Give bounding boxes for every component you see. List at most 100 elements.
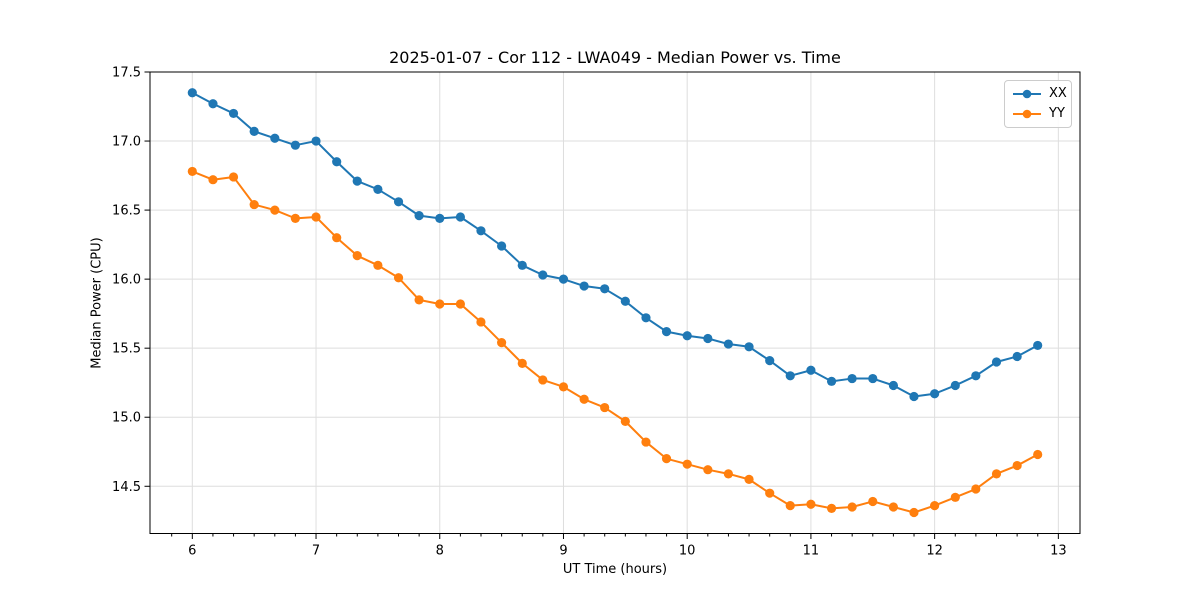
data-point-marker xyxy=(332,157,342,167)
x-tick-label: 11 xyxy=(803,544,820,559)
y-tick-label: 16.5 xyxy=(112,204,141,219)
data-point-marker xyxy=(1012,351,1022,362)
data-point-marker xyxy=(950,492,960,502)
data-point-marker xyxy=(703,465,713,475)
data-point-marker xyxy=(991,357,1002,367)
data-point-marker xyxy=(847,373,857,384)
data-point-marker xyxy=(806,499,816,509)
data-point-marker xyxy=(991,469,1002,479)
x-tick-label: 13 xyxy=(1050,544,1067,559)
data-point-marker xyxy=(909,507,919,518)
data-point-marker xyxy=(806,365,816,375)
y-tick-label: 15.5 xyxy=(112,342,141,357)
data-point-marker xyxy=(311,136,321,146)
series-yy xyxy=(187,166,1043,518)
data-point-marker xyxy=(785,501,795,511)
data-point-marker xyxy=(393,197,404,207)
data-point-marker xyxy=(682,331,692,341)
data-point-marker xyxy=(1033,340,1043,351)
data-point-marker xyxy=(249,126,259,136)
y-tick-label: 14.5 xyxy=(112,480,141,495)
y-tick-label: 17.5 xyxy=(112,66,141,81)
data-point-marker xyxy=(393,273,404,283)
legend-label-yy: YY xyxy=(1049,106,1065,121)
x-tick-label: 12 xyxy=(926,544,943,559)
legend-item-xx: XX xyxy=(1005,84,1071,104)
data-point-marker xyxy=(228,172,239,182)
data-point-marker xyxy=(620,416,630,426)
x-tick-label: 8 xyxy=(436,544,444,559)
legend-line-marker-yy-icon xyxy=(1013,109,1041,119)
data-point-marker xyxy=(579,281,589,291)
data-point-marker xyxy=(373,260,383,270)
data-point-marker xyxy=(888,380,899,391)
data-point-marker xyxy=(641,313,651,323)
data-point-marker xyxy=(785,371,795,381)
data-point-marker xyxy=(249,199,259,210)
data-point-marker xyxy=(187,166,197,177)
data-point-marker xyxy=(290,140,300,150)
data-point-marker xyxy=(744,342,754,352)
y-tick-labels: 14.5 15.0 15.5 16.0 16.5 17.0 17.5 xyxy=(112,66,141,495)
data-point-marker xyxy=(826,376,837,386)
data-point-marker xyxy=(414,295,424,305)
data-point-marker xyxy=(661,327,672,337)
data-point-marker xyxy=(435,299,445,309)
data-point-marker xyxy=(971,484,981,494)
data-point-marker xyxy=(888,502,899,512)
axes-frame xyxy=(149,71,1081,534)
data-point-marker xyxy=(497,241,507,251)
x-axis-label: UT Time (hours) xyxy=(562,562,668,577)
legend-line-marker-xx-icon xyxy=(1013,89,1041,99)
data-point-marker xyxy=(909,391,919,402)
data-point-marker xyxy=(723,339,733,349)
data-point-marker xyxy=(414,211,424,221)
legend: XX YY xyxy=(1004,80,1072,128)
data-point-marker xyxy=(455,299,466,309)
data-point-marker xyxy=(208,175,218,185)
y-tick-label: 17.0 xyxy=(112,135,141,150)
data-point-marker xyxy=(187,88,197,98)
data-point-marker xyxy=(1033,449,1043,460)
data-point-marker xyxy=(641,437,651,447)
x-tick-labels: 6 7 8 9 10 11 12 13 xyxy=(188,544,1066,559)
data-point-marker xyxy=(270,133,280,143)
data-point-marker xyxy=(558,274,569,284)
data-point-marker xyxy=(538,375,548,385)
data-point-marker xyxy=(930,501,940,511)
data-point-marker xyxy=(228,108,239,119)
data-point-marker xyxy=(703,333,713,344)
data-point-marker xyxy=(1012,460,1022,471)
data-point-marker xyxy=(352,176,362,186)
data-point-marker xyxy=(682,459,692,469)
legend-item-yy: YY xyxy=(1005,104,1071,124)
data-point-marker xyxy=(868,373,878,384)
data-point-marker xyxy=(765,488,775,498)
data-point-marker xyxy=(971,371,981,381)
data-point-marker xyxy=(538,270,548,280)
x-tick-label: 9 xyxy=(559,544,567,559)
data-point-marker xyxy=(600,402,610,413)
data-point-marker xyxy=(352,251,362,261)
data-point-marker xyxy=(558,382,569,392)
data-point-marker xyxy=(497,338,507,348)
chart-title: 2025-01-07 - Cor 112 - LWA049 - Median P… xyxy=(389,48,841,67)
data-point-marker xyxy=(455,212,466,222)
data-point-marker xyxy=(311,212,321,222)
data-point-marker xyxy=(847,502,857,512)
data-point-marker xyxy=(950,380,960,391)
data-point-marker xyxy=(332,233,342,243)
data-point-marker xyxy=(765,356,775,366)
data-point-marker xyxy=(517,260,527,270)
data-point-marker xyxy=(517,358,527,368)
x-tick-label: 10 xyxy=(679,544,696,559)
x-tick-label: 7 xyxy=(312,544,320,559)
data-point-marker xyxy=(744,474,754,484)
data-point-marker xyxy=(826,503,837,513)
data-point-marker xyxy=(661,454,672,464)
data-point-marker xyxy=(620,296,630,306)
data-point-marker xyxy=(930,389,940,399)
data-point-marker xyxy=(208,99,218,109)
